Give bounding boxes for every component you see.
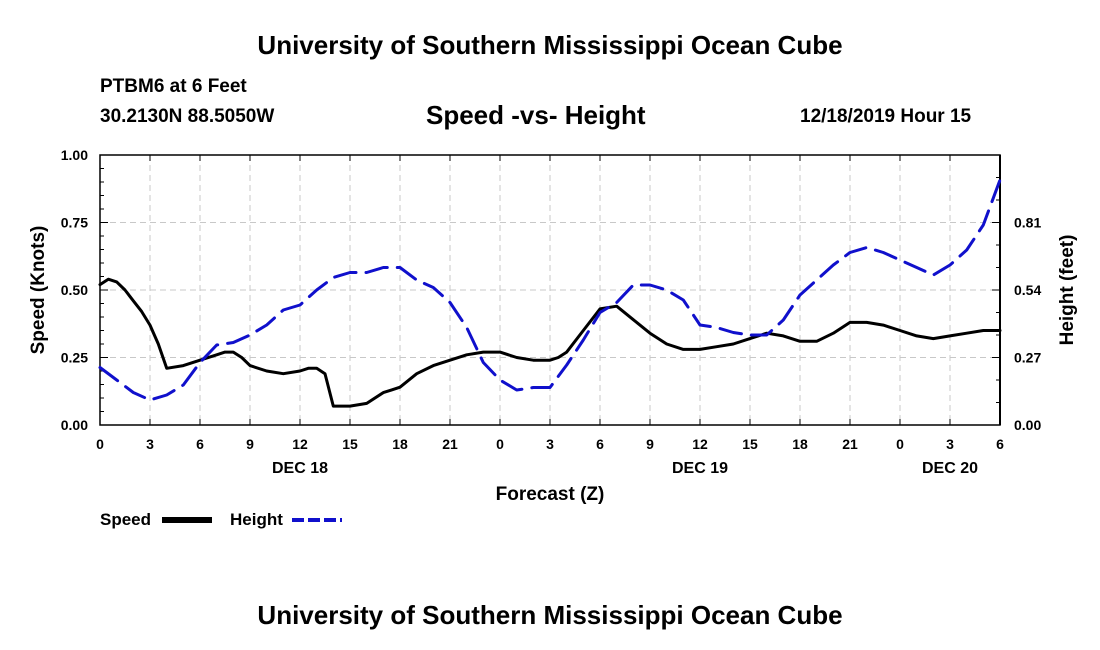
x-tick-label: 3 xyxy=(946,436,954,452)
y-axis-label-left: Speed (Knots) xyxy=(28,226,49,355)
x-tick-label: 9 xyxy=(646,436,654,452)
x-tick-label: 21 xyxy=(442,436,458,452)
x-tick-label: 18 xyxy=(392,436,408,452)
x-day-label: DEC 19 xyxy=(672,460,728,477)
legend-label-speed: Speed xyxy=(100,510,151,529)
x-tick-label: 15 xyxy=(342,436,358,452)
axes-layer xyxy=(99,154,1001,426)
forecast-datetime: 12/18/2019 Hour 15 xyxy=(800,106,972,127)
page-title: University of Southern Mississippi Ocean… xyxy=(257,30,843,60)
x-tick-label: 0 xyxy=(96,436,104,452)
y-tick-label-left: 1.00 xyxy=(61,147,88,163)
x-tick-label: 0 xyxy=(496,436,504,452)
x-tick-label: 3 xyxy=(146,436,154,452)
series-layer xyxy=(98,178,1002,408)
y-tick-label-right: 0.54 xyxy=(1014,282,1041,298)
grid-layer xyxy=(100,155,1000,425)
x-tick-label: 18 xyxy=(792,436,808,452)
series-line-speed xyxy=(98,277,1002,408)
y-tick-label-left: 0.75 xyxy=(61,215,88,231)
station-coordinates: 30.2130N 88.5050W xyxy=(100,106,275,127)
y-tick-label-right: 0.27 xyxy=(1014,350,1041,366)
y-tick-label-left: 0.50 xyxy=(61,282,88,298)
chart-title: Speed -vs- Height xyxy=(426,100,646,130)
x-day-label: DEC 20 xyxy=(922,460,978,477)
footer-title: University of Southern Mississippi Ocean… xyxy=(257,600,843,630)
label-layer: Forecast (Z) Speed (Knots) Height (feet)… xyxy=(28,147,1078,505)
y-tick-label-right: 0.00 xyxy=(1014,417,1041,433)
y-tick-label-left: 0.25 xyxy=(61,350,88,366)
x-tick-label: 12 xyxy=(692,436,708,452)
x-tick-label: 21 xyxy=(842,436,858,452)
legend: Speed Height xyxy=(100,510,342,529)
x-tick-label: 6 xyxy=(196,436,204,452)
x-tick-label: 6 xyxy=(996,436,1004,452)
x-axis-label: Forecast (Z) xyxy=(496,484,605,505)
x-tick-label: 0 xyxy=(896,436,904,452)
series-line-height xyxy=(98,178,1002,402)
y-tick-label-left: 0.00 xyxy=(61,417,88,433)
x-tick-label: 6 xyxy=(596,436,604,452)
y-tick-label-right: 0.81 xyxy=(1014,215,1041,231)
y-axis-label-right: Height (feet) xyxy=(1057,235,1078,346)
x-tick-label: 3 xyxy=(546,436,554,452)
station-label: PTBM6 at 6 Feet xyxy=(100,76,247,97)
x-tick-label: 9 xyxy=(246,436,254,452)
legend-label-height: Height xyxy=(230,510,283,529)
x-tick-label: 15 xyxy=(742,436,758,452)
x-day-label: DEC 18 xyxy=(272,460,328,477)
x-tick-label: 12 xyxy=(292,436,308,452)
